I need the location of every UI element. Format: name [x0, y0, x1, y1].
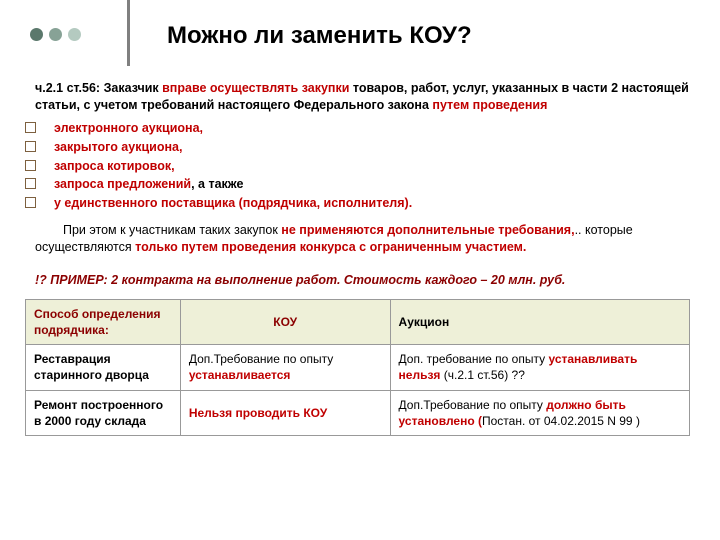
slide-content: ч.2.1 ст.56: Заказчик вправе осуществлят…	[0, 70, 720, 436]
para2-r2: только путем проведения конкурса с огран…	[135, 240, 526, 254]
intro-prefix: ч.2.1 ст.56: Заказчик	[35, 81, 162, 95]
para2-r1: не применяются дополнительные требования…	[281, 223, 574, 237]
dot-2	[49, 28, 62, 41]
intro-red2: путем проведения	[432, 98, 547, 112]
th-method: Способ определения подрядчика:	[26, 299, 181, 344]
square-bullet-icon	[25, 160, 36, 171]
bullet-text: у единственного поставщика (подрядчика, …	[54, 195, 412, 212]
para2-t1: При этом к участникам таких закупок	[63, 223, 281, 237]
bullet-text: закрытого аукциона,	[54, 139, 182, 156]
table-row: Реставрация старинного дворца Доп.Требов…	[26, 345, 690, 390]
cell-r1c3: Доп. требование по опыту устанавливать н…	[390, 345, 689, 390]
bullet-list: электронного аукциона, закрытого аукцион…	[25, 120, 695, 212]
vertical-divider	[127, 0, 130, 66]
bullet-text: запроса предложений, а также	[54, 176, 243, 193]
cell-r1c1: Реставрация старинного дворца	[26, 345, 181, 390]
bullet-text: электронного аукциона,	[54, 120, 203, 137]
list-item: электронного аукциона,	[25, 120, 695, 137]
slide-header: Можно ли заменить КОУ?	[0, 0, 720, 70]
cell-r2c2: Нельзя проводить КОУ	[180, 390, 390, 435]
cell-r2c1: Ремонт построенного в 2000 году склада	[26, 390, 181, 435]
square-bullet-icon	[25, 197, 36, 208]
square-bullet-icon	[25, 178, 36, 189]
list-item: запроса предложений, а также	[25, 176, 695, 193]
square-bullet-icon	[25, 122, 36, 133]
decorative-dots	[30, 28, 81, 41]
th-auction: Аукцион	[390, 299, 689, 344]
table-row: Ремонт построенного в 2000 году склада Н…	[26, 390, 690, 435]
cell-r2c3: Доп.Требование по опыту должно быть уста…	[390, 390, 689, 435]
th-kou: КОУ	[180, 299, 390, 344]
list-item: запроса котировок,	[25, 158, 695, 175]
list-item: у единственного поставщика (подрядчика, …	[25, 195, 695, 212]
dot-3	[68, 28, 81, 41]
intro-paragraph: ч.2.1 ст.56: Заказчик вправе осуществлят…	[25, 80, 695, 114]
square-bullet-icon	[25, 141, 36, 152]
example-line: !? ПРИМЕР: 2 контракта на выполнение раб…	[25, 272, 695, 289]
secondary-paragraph: При этом к участникам таких закупок не п…	[25, 222, 695, 256]
intro-red1: вправе осуществлять закупки	[162, 81, 349, 95]
bullet-text: запроса котировок,	[54, 158, 175, 175]
slide-title: Можно ли заменить КОУ?	[167, 22, 472, 50]
dot-1	[30, 28, 43, 41]
cell-r1c2: Доп.Требование по опыту устанавливается	[180, 345, 390, 390]
list-item: закрытого аукциона,	[25, 139, 695, 156]
comparison-table: Способ определения подрядчика: КОУ Аукци…	[25, 299, 690, 436]
table-header-row: Способ определения подрядчика: КОУ Аукци…	[26, 299, 690, 344]
